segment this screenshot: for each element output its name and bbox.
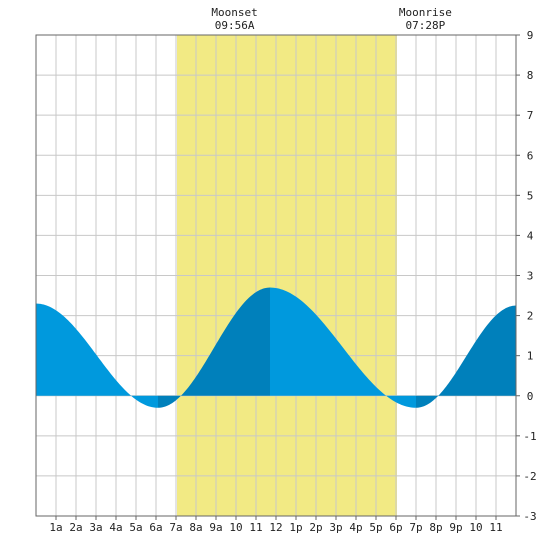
x-tick-label: 4p: [349, 521, 362, 534]
x-tick-label: 12: [269, 521, 282, 534]
x-tick-label: 4a: [109, 521, 122, 534]
x-tick-label: 2a: [69, 521, 82, 534]
tide-rising-area: [158, 287, 270, 408]
x-tick-label: 11: [489, 521, 502, 534]
y-tick-label: 5: [527, 189, 534, 202]
tide-rising-area: [416, 305, 516, 408]
tide-falling-area: [36, 303, 158, 408]
x-tick-label: 8a: [189, 521, 202, 534]
x-tick-label: 6p: [389, 521, 402, 534]
moon-event-time: 07:28P: [406, 19, 446, 32]
x-tick-label: 2p: [309, 521, 322, 534]
x-tick-label: 3a: [89, 521, 102, 534]
x-tick-label: 7p: [409, 521, 422, 534]
x-tick-label: 7a: [169, 521, 182, 534]
y-tick-label: -2: [523, 470, 536, 483]
y-tick-label: 6: [527, 149, 534, 162]
y-tick-label: 9: [527, 29, 534, 42]
x-tick-label: 9a: [209, 521, 222, 534]
x-tick-label: 10: [469, 521, 482, 534]
y-tick-label: 1: [527, 350, 534, 363]
y-tick-label: 4: [527, 229, 534, 242]
x-tick-label: 8p: [429, 521, 442, 534]
x-tick-label: 1p: [289, 521, 302, 534]
y-tick-label: 2: [527, 310, 534, 323]
moon-event-title: Moonset: [211, 6, 257, 19]
y-tick-label: 7: [527, 109, 534, 122]
y-tick-label: -1: [523, 430, 536, 443]
tide-area-layer: [36, 287, 516, 408]
x-tick-label: 5p: [369, 521, 382, 534]
x-tick-label: 11: [249, 521, 262, 534]
x-tick-label: 6a: [149, 521, 162, 534]
y-tick-label: 3: [527, 270, 534, 283]
x-tick-label: 10: [229, 521, 242, 534]
x-tick-label: 9p: [449, 521, 462, 534]
moon-event-time: 09:56A: [215, 19, 255, 32]
x-tick-label: 1a: [49, 521, 62, 534]
y-axis-ticks: 9 8 7 6 5 4 3 2 1 0 -1 -2 -3: [516, 29, 537, 523]
tide-falling-area: [270, 287, 416, 408]
x-tick-label: 3p: [329, 521, 342, 534]
y-tick-label: -3: [523, 510, 536, 523]
moon-event-title: Moonrise: [399, 6, 452, 19]
y-tick-label: 0: [527, 390, 534, 403]
y-tick-label: 8: [527, 69, 534, 82]
x-tick-label: 5a: [129, 521, 142, 534]
x-axis-ticks: 1a 2a 3a 4a 5a 6a 7a 8a 9a 10 11 12 1p 2p 3p 4p 5p 6p 7p 8p…: [49, 516, 503, 534]
